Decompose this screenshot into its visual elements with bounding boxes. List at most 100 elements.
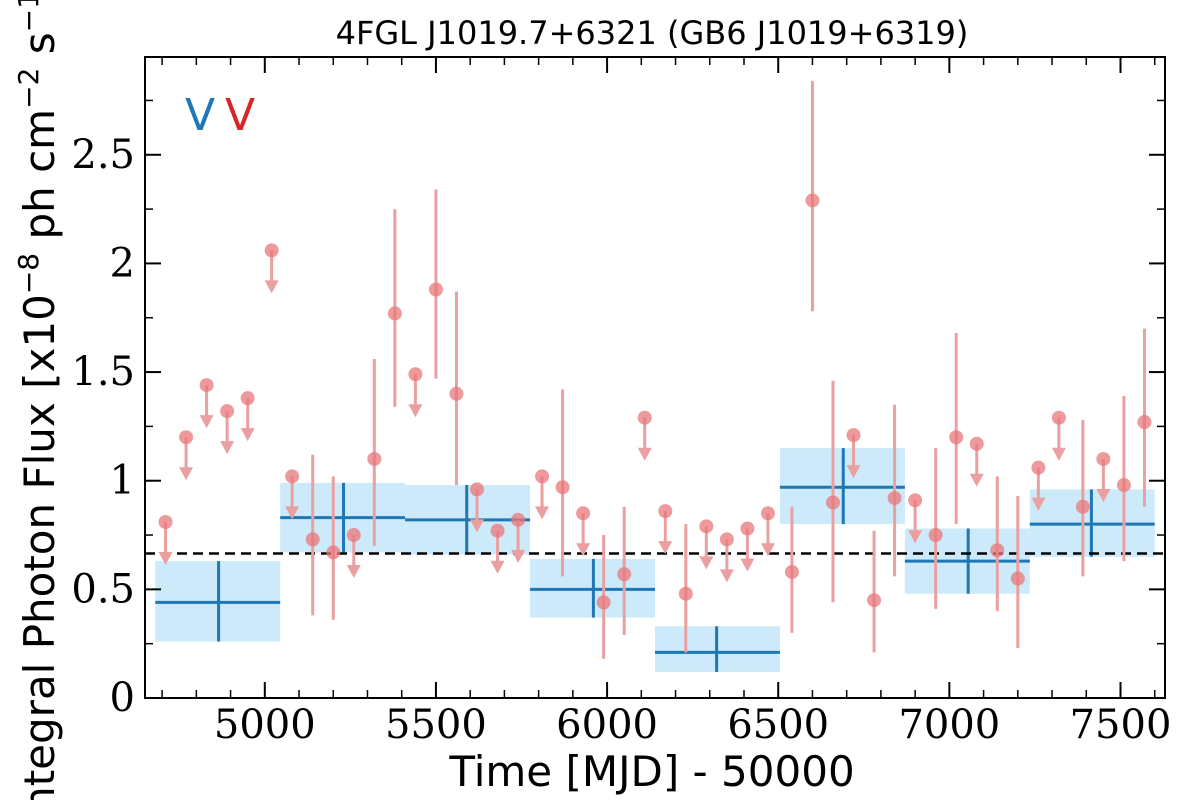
y-label-text-1: Integral Photon Flux [x10 xyxy=(15,294,64,800)
y-axis-label: Integral Photon Flux [x10−8 ph cm−2 s−1] xyxy=(12,0,65,800)
upper-limit-arrow-9 xyxy=(470,519,485,533)
detection-point-9 xyxy=(678,586,693,601)
upper-limit-arrow-12 xyxy=(535,506,550,520)
upper-limit-arrow-24 xyxy=(1051,447,1066,461)
x-axis-label: Time [MJD] - 50000 xyxy=(448,747,854,796)
upper-limit-arrow-11 xyxy=(511,549,526,563)
upper-limit-point-5 xyxy=(264,243,279,258)
legend-marker-1: V xyxy=(225,90,255,141)
ytick-label-2: 1 xyxy=(110,458,135,504)
upper-limit-arrow-19 xyxy=(760,543,775,557)
upper-limit-arrow-17 xyxy=(719,569,734,583)
upper-limit-arrow-21 xyxy=(908,530,923,544)
detection-point-7 xyxy=(596,595,611,610)
upper-limit-point-0 xyxy=(158,514,173,529)
upper-limit-point-7 xyxy=(346,528,361,543)
upper-limit-point-22 xyxy=(969,436,984,451)
upper-limit-point-14 xyxy=(637,410,652,425)
upper-limit-point-25 xyxy=(1096,451,1111,466)
upper-limit-arrow-20 xyxy=(846,465,861,479)
upper-limit-arrow-13 xyxy=(576,543,591,557)
detection-point-6 xyxy=(555,480,570,495)
upper-limit-arrow-4 xyxy=(240,428,255,442)
detection-point-4 xyxy=(428,282,443,297)
y-label-exp-2: −2 xyxy=(12,68,45,109)
detection-point-15 xyxy=(928,528,943,543)
upper-limit-point-24 xyxy=(1051,410,1066,425)
short-bin-layer xyxy=(158,80,1152,659)
y-label-exp-3: −1 xyxy=(12,0,45,32)
long-bin-layer xyxy=(155,448,1155,672)
detection-point-12 xyxy=(825,495,840,510)
detection-point-2 xyxy=(367,451,382,466)
upper-limit-arrow-23 xyxy=(1031,497,1046,511)
xtick-label-0: 5000 xyxy=(214,702,316,748)
ytick-label-4: 2 xyxy=(110,240,135,286)
detection-point-13 xyxy=(867,593,882,608)
ytick-label-0: 0 xyxy=(110,675,135,721)
detection-point-14 xyxy=(887,491,902,506)
upper-limit-arrow-16 xyxy=(699,556,714,570)
upper-limit-arrow-8 xyxy=(408,404,423,418)
xtick-label-5: 7500 xyxy=(1070,702,1172,748)
upper-limit-point-2 xyxy=(199,378,214,393)
upper-limit-point-18 xyxy=(740,521,755,536)
upper-limit-point-1 xyxy=(179,430,194,445)
detection-point-17 xyxy=(990,543,1005,558)
detection-point-16 xyxy=(949,430,964,445)
axis-ticks: 5000 5500 6000 6500 7000 7500 0 0.5 1 1.5 2 2.5 xyxy=(71,57,1171,748)
upper-limit-point-21 xyxy=(908,493,923,508)
detection-point-18 xyxy=(1010,571,1025,586)
upper-limit-point-4 xyxy=(240,391,255,406)
upper-limit-arrow-2 xyxy=(199,415,214,429)
detection-point-21 xyxy=(1137,415,1152,430)
upper-limit-arrow-14 xyxy=(637,447,652,461)
detection-point-3 xyxy=(387,306,402,321)
detection-point-19 xyxy=(1075,499,1090,514)
xtick-label-3: 6500 xyxy=(727,702,829,748)
upper-limit-point-8 xyxy=(408,367,423,382)
xtick-label-2: 6000 xyxy=(556,702,658,748)
detection-point-10 xyxy=(784,564,799,579)
upper-limit-arrow-0 xyxy=(158,551,173,565)
y-label-text-3: s xyxy=(15,32,64,67)
upper-limit-point-17 xyxy=(719,532,734,547)
upper-limit-point-13 xyxy=(576,506,591,521)
upper-limit-point-6 xyxy=(285,469,300,484)
upper-limit-arrow-3 xyxy=(220,441,235,455)
upper-limit-arrow-6 xyxy=(285,506,300,520)
upper-limit-arrow-18 xyxy=(740,558,755,572)
upper-limit-point-20 xyxy=(846,428,861,443)
upper-limit-arrow-25 xyxy=(1096,488,1111,502)
detection-point-11 xyxy=(805,193,820,208)
detection-point-8 xyxy=(617,567,632,582)
legend-marker-0: V xyxy=(185,90,215,141)
upper-limit-arrow-10 xyxy=(490,560,505,574)
upper-limit-point-3 xyxy=(220,404,235,419)
upper-limit-point-23 xyxy=(1031,460,1046,475)
upper-limit-arrow-1 xyxy=(179,467,194,481)
plot-frame xyxy=(144,56,1166,699)
detection-point-0 xyxy=(305,532,320,547)
detection-point-20 xyxy=(1116,478,1131,493)
xtick-label-4: 7000 xyxy=(898,702,1000,748)
upper-limit-point-10 xyxy=(490,523,505,538)
y-label-exp-1: −8 xyxy=(12,253,45,294)
upper-limit-point-11 xyxy=(511,512,526,527)
ytick-label-1: 0.5 xyxy=(71,566,135,612)
upper-limit-arrow-22 xyxy=(969,473,984,487)
detection-point-1 xyxy=(326,545,341,560)
upper-limit-point-9 xyxy=(470,482,485,497)
xtick-label-1: 5500 xyxy=(385,702,487,748)
detection-point-5 xyxy=(449,386,464,401)
upper-limit-arrow-7 xyxy=(346,565,361,579)
y-label-text-2: ph cm xyxy=(15,109,64,253)
upper-limit-point-16 xyxy=(699,519,714,534)
upper-limit-point-12 xyxy=(535,469,550,484)
chart-title: 4FGL J1019.7+6321 (GB6 J1019+6319) xyxy=(336,14,969,52)
upper-limit-arrow-15 xyxy=(658,541,673,555)
upper-limit-arrow-5 xyxy=(264,280,279,294)
ytick-label-5: 2.5 xyxy=(71,132,135,178)
